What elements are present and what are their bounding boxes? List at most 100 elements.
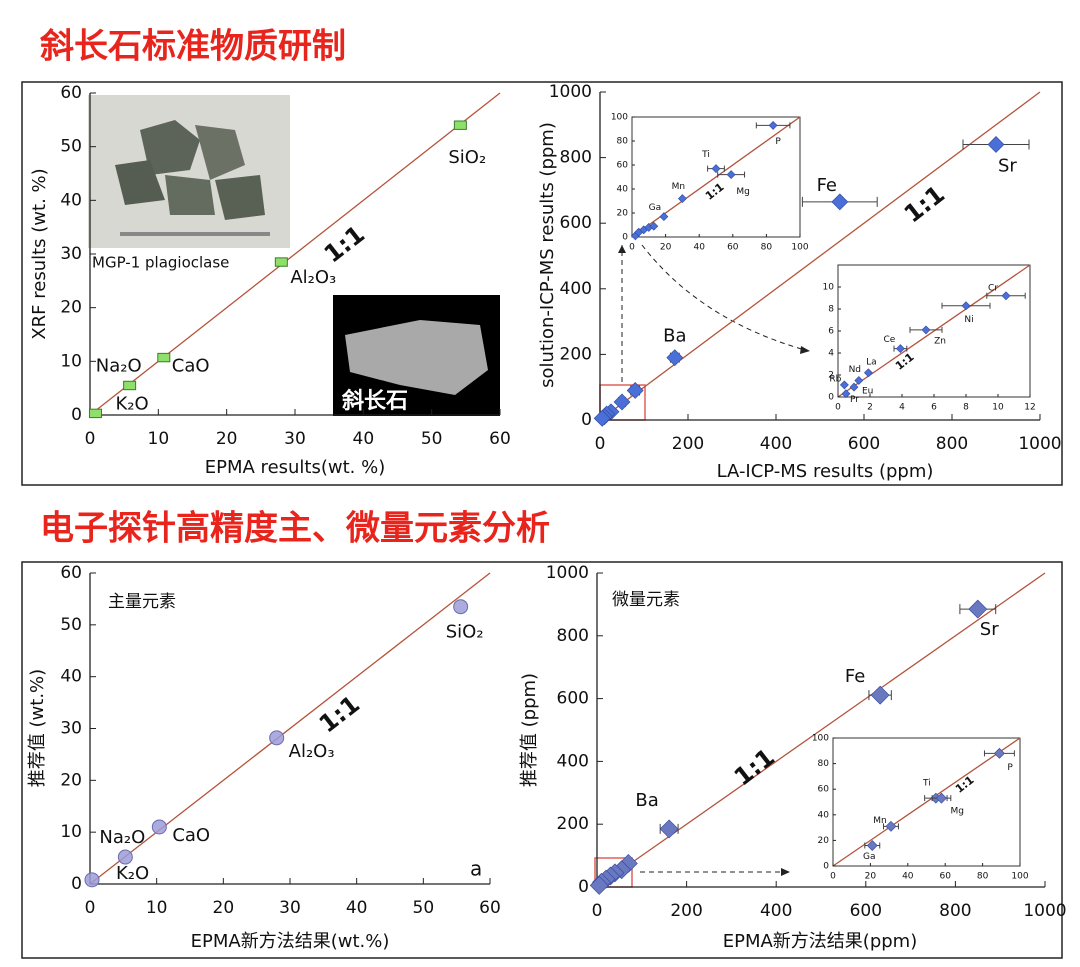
x-tick-label: 800 — [939, 901, 971, 921]
zoom-arrow — [641, 244, 806, 351]
point — [157, 352, 171, 363]
arrow-head — [618, 245, 626, 253]
x-tick-label: 4 — [899, 403, 905, 413]
y-tick-label: 60 — [60, 83, 82, 103]
point-label: Ba — [663, 326, 686, 347]
y-tick-label: 40 — [60, 667, 82, 687]
panel-note: 微量元素 — [612, 590, 680, 610]
point-label: P — [1007, 763, 1013, 773]
bse-image — [333, 295, 500, 416]
point — [453, 599, 469, 615]
point-label: K₂O — [116, 863, 149, 884]
x-tick-label: 60 — [727, 243, 739, 253]
point — [453, 120, 467, 130]
point-label: Ti — [922, 779, 931, 789]
point-label: SiO₂ — [448, 147, 486, 168]
y-axis-label: XRF results (wt. %) — [29, 168, 50, 339]
x-tick-label: 30 — [279, 898, 301, 918]
y-tick-label: 20 — [60, 298, 82, 318]
y-tick-label: 600 — [557, 689, 589, 709]
x-tick-label: 0 — [835, 403, 841, 413]
y-tick-label: 60 — [617, 161, 629, 171]
x-tick-label: 100 — [791, 243, 808, 253]
point-label: Mg — [736, 187, 749, 197]
y-tick-label: 400 — [560, 279, 592, 299]
y-tick-label: 0 — [828, 393, 834, 403]
y-tick-label: 10 — [60, 351, 82, 371]
point — [613, 393, 631, 411]
point — [117, 849, 133, 865]
y-tick-label: 80 — [818, 759, 830, 769]
x-tick-label: 20 — [216, 429, 238, 449]
reference-line — [89, 572, 491, 885]
point — [274, 257, 288, 267]
y-tick-label: 40 — [60, 190, 82, 210]
point — [968, 599, 988, 619]
x-tick-label: 60 — [939, 872, 951, 882]
x-tick-label: 600 — [850, 901, 882, 921]
point — [994, 747, 1005, 759]
point — [849, 382, 859, 392]
y-tick-label: 6 — [828, 327, 834, 337]
point — [84, 872, 100, 888]
x-axis-label: EPMA results(wt. %) — [205, 457, 385, 478]
x-tick-label: 80 — [761, 243, 773, 253]
x-tick-label: 12 — [1024, 403, 1035, 413]
y-tick-label: 50 — [60, 137, 82, 157]
point — [589, 876, 609, 895]
point-label: Sr — [980, 619, 999, 640]
y-axis-label: 推荐值 (ppm) — [519, 673, 540, 787]
point-label: CaO — [172, 356, 210, 377]
point — [895, 344, 905, 354]
point-label: Mn — [873, 816, 886, 826]
x-axis-label: LA-ICP-MS results (ppm) — [717, 461, 934, 482]
arrow-head — [800, 346, 810, 354]
point — [841, 389, 851, 399]
point — [88, 408, 102, 419]
panel-letter: a — [470, 857, 482, 881]
y-tick-label: 10 — [823, 283, 835, 293]
panel-frame — [21, 561, 1063, 959]
panel-note: 主量元素 — [108, 592, 176, 612]
point — [726, 170, 736, 180]
x-tick-label: 1000 — [1018, 434, 1061, 454]
point-label: Ga — [863, 852, 876, 862]
ratio-annotation: 1:1 — [729, 743, 780, 792]
point-label: P — [775, 137, 781, 147]
x-tick-label: 0 — [595, 434, 606, 454]
point — [921, 325, 931, 335]
x-tick-label: 60 — [489, 429, 511, 449]
point — [987, 136, 1005, 153]
y-tick-label: 0 — [581, 410, 592, 430]
x-tick-label: 20 — [213, 898, 235, 918]
x-tick-label: 800 — [936, 434, 968, 454]
y-tick-label: 0 — [578, 877, 589, 897]
sample-photo — [88, 95, 290, 248]
x-tick-label: 20 — [660, 243, 672, 253]
point — [863, 368, 873, 378]
ratio-annotation: 1:1 — [319, 220, 370, 269]
x-tick-label: 30 — [284, 429, 306, 449]
x-tick-label: 60 — [479, 898, 501, 918]
y-tick-label: 1000 — [546, 563, 589, 583]
x-tick-label: 200 — [672, 434, 704, 454]
point-label: Cr — [988, 283, 998, 293]
y-tick-label: 20 — [60, 770, 82, 790]
y-tick-label: 100 — [611, 113, 628, 123]
y-tick-label: 400 — [557, 751, 589, 771]
x-tick-label: 10 — [146, 898, 168, 918]
point-label: La — [866, 357, 877, 367]
point-label: Ga — [649, 203, 662, 213]
y-tick-label: 40 — [617, 185, 629, 195]
point-label: Ti — [701, 150, 710, 160]
y-tick-label: 80 — [617, 137, 629, 147]
y-tick-label: 30 — [60, 719, 82, 739]
point-label: Zn — [934, 336, 946, 346]
point — [885, 820, 897, 832]
y-tick-label: 200 — [560, 344, 592, 364]
point — [831, 193, 849, 211]
y-tick-label: 1000 — [549, 82, 592, 102]
point — [1001, 291, 1011, 301]
x-tick-label: 50 — [413, 898, 435, 918]
reference-line — [832, 737, 1021, 867]
